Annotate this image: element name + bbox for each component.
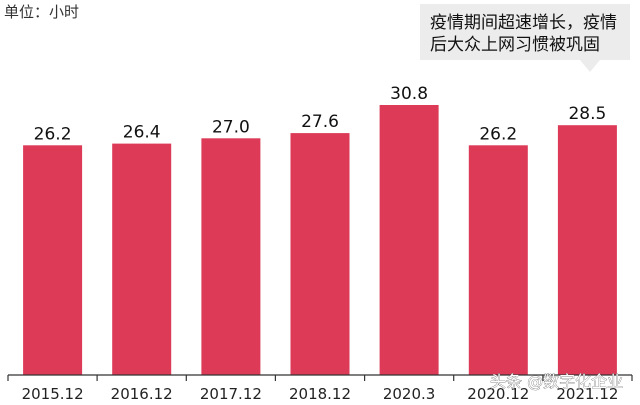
value-labels: 26.2 26.4 27.0 27.6 30.8 26.2 28.5 (34, 84, 607, 144)
tick-label-2021.12: 2021.12 (556, 385, 618, 403)
unit-label: 单位：小时 (4, 3, 79, 21)
tick-label-2017.12: 2017.12 (200, 385, 262, 403)
bar-2020.3 (379, 105, 439, 375)
value-label-2018.12: 27.6 (301, 112, 339, 132)
bars (23, 105, 617, 375)
x-axis-tick-labels: 2015.12 2016.12 2017.12 2018.12 2020.3 2020.1… (22, 385, 619, 403)
watermark: 头条 @数字化企业 (490, 372, 623, 391)
tick-label-2020.3: 2020.3 (383, 385, 436, 403)
tick-label-2018.12: 2018.12 (289, 385, 351, 403)
x-axis-ticks (7, 375, 633, 381)
bar-2020.12 (468, 145, 528, 375)
value-label-2020.12: 26.2 (479, 124, 517, 144)
callout-box: 疫情期间超速增长，疫情 后大众上网习惯被巩固 (420, 4, 630, 72)
bar-2018.12 (290, 133, 350, 375)
bar-2021.12 (557, 125, 617, 375)
callout-line-2: 后大众上网习惯被巩固 (430, 35, 600, 55)
bar-2017.12 (201, 138, 261, 375)
tick-label-2016.12: 2016.12 (111, 385, 173, 403)
tick-label-2015.12: 2015.12 (22, 385, 84, 403)
value-label-2021.12: 28.5 (568, 104, 606, 124)
bar-2016.12 (112, 143, 172, 375)
callout-shape (420, 4, 630, 72)
value-label-2015.12: 26.2 (34, 124, 72, 144)
value-label-2017.12: 27.0 (212, 117, 250, 137)
tick-label-2020.12: 2020.12 (467, 385, 529, 403)
bar-2015.12 (23, 145, 83, 375)
value-label-2020.3: 30.8 (390, 84, 428, 104)
value-label-2016.12: 26.4 (123, 123, 161, 143)
callout-line-1: 疫情期间超速增长，疫情 (430, 13, 617, 33)
